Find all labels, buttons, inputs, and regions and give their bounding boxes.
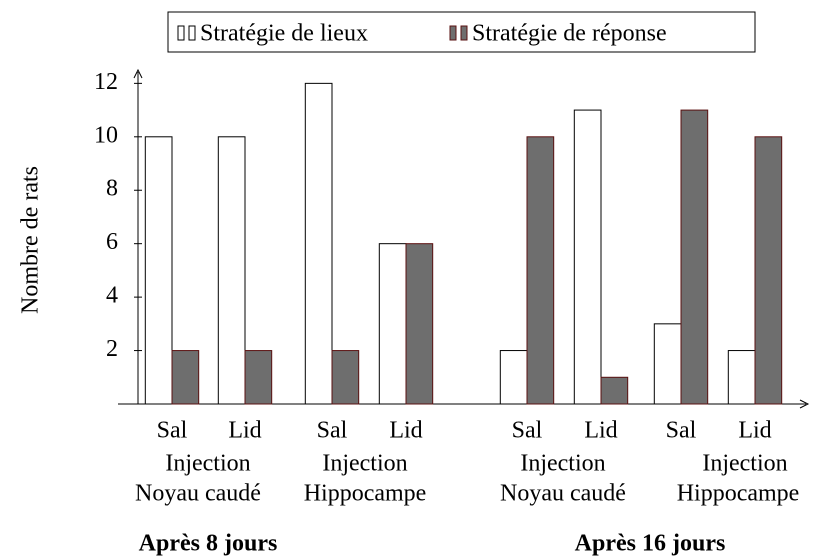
x-tick-label: Lid (228, 418, 261, 444)
x-tick-label: Sal (317, 418, 348, 444)
period-label: Après 16 jours (575, 531, 726, 557)
legend-label: Stratégie de lieux (200, 21, 368, 47)
bar (405, 243, 434, 405)
bar (653, 323, 682, 405)
y-tick-label: 4 (106, 283, 118, 309)
group-sublabel: Noyau caudé (500, 481, 626, 507)
x-tick-label: Sal (512, 418, 543, 444)
y-tick-label: 12 (94, 69, 118, 95)
group-sublabel: Noyau caudé (135, 481, 261, 507)
legend-swatch (449, 25, 457, 41)
group-label: Injection (322, 451, 407, 477)
x-tick-label: Sal (666, 418, 697, 444)
y-axis-label: Nombre de rats (18, 166, 44, 314)
group-label: Injection (702, 451, 787, 477)
bar (144, 136, 173, 405)
bar (573, 109, 602, 405)
group-label: Injection (520, 451, 605, 477)
bar (600, 376, 629, 405)
bar (171, 350, 200, 405)
period-label: Après 8 jours (139, 531, 278, 557)
x-tick-label: Lid (584, 418, 617, 444)
bar (680, 109, 709, 405)
group-sublabel: Hippocampe (304, 481, 427, 507)
group-label: Injection (165, 451, 250, 477)
x-tick-label: Lid (738, 418, 771, 444)
x-axis-arrow (799, 399, 810, 409)
y-tick-label: 2 (106, 336, 118, 362)
y-tick-label: 6 (106, 229, 118, 255)
legend-box (167, 11, 756, 53)
x-tick-label: Lid (389, 418, 422, 444)
legend-swatch (460, 25, 468, 41)
bar (499, 350, 528, 405)
bar (378, 243, 407, 405)
x-tick-label: Sal (157, 418, 188, 444)
bar (331, 350, 360, 405)
bar (217, 136, 246, 405)
legend-swatch (188, 25, 196, 41)
y-tick-label: 10 (94, 122, 118, 148)
y-tick-label: 8 (106, 176, 118, 202)
group-sublabel: Hippocampe (677, 481, 800, 507)
y-axis-arrow (133, 68, 143, 79)
bar (244, 350, 273, 405)
bar (727, 350, 756, 405)
bar (754, 136, 783, 405)
bar (304, 82, 333, 405)
legend-label: Stratégie de réponse (472, 21, 667, 47)
legend-swatch (177, 25, 185, 41)
bar (526, 136, 555, 405)
